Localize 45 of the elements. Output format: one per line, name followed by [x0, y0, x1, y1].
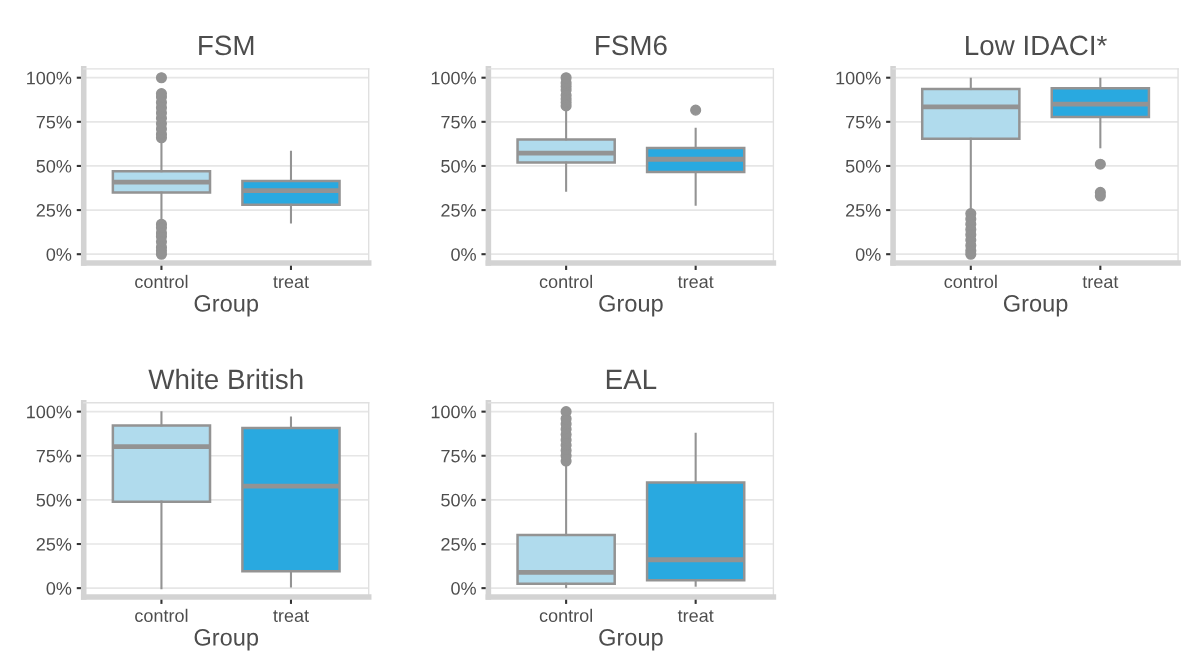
x-axis-title: Group [194, 295, 259, 317]
x-axis-title: Group [599, 629, 663, 651]
x-axis-title: Group [194, 629, 259, 651]
y-tick-label: 25% [846, 204, 881, 217]
x-axis-title: Group [599, 295, 663, 317]
y-tick-label: 100% [836, 71, 881, 85]
y-tick-label: 100% [431, 71, 476, 85]
chart-title: Low IDACI* [966, 35, 1107, 56]
x-tick-label: control [539, 608, 593, 623]
x-tick-label: control [539, 274, 593, 289]
chart-title: FSM6 [596, 35, 667, 56]
y-tick-label: 100% [431, 405, 476, 419]
chart-title: FSM [199, 35, 254, 56]
x-tick-label: treat [273, 276, 309, 289]
y-tick-label: 25% [36, 204, 72, 217]
y-tick-label: 0% [451, 248, 476, 261]
x-tick-label: treat [273, 610, 309, 623]
y-tick-label: 50% [441, 159, 476, 173]
x-axis-title: Group [1003, 295, 1068, 317]
y-tick-label: 0% [451, 582, 476, 595]
y-tick-label: 50% [36, 159, 72, 173]
y-tick-label: 0% [46, 582, 72, 595]
y-tick-label: 100% [27, 71, 72, 85]
y-tick-label: 75% [36, 449, 72, 463]
chart-title: White British [148, 368, 303, 390]
x-tick-label: control [944, 274, 997, 289]
y-tick-label: 75% [36, 115, 72, 129]
x-tick-label: treat [1082, 276, 1119, 289]
x-tick-label: control [135, 608, 188, 623]
y-tick-label: 50% [845, 159, 881, 173]
y-tick-label: 75% [441, 449, 476, 463]
y-tick-label: 75% [846, 115, 881, 129]
y-tick-label: 75% [441, 115, 476, 129]
y-tick-label: 50% [441, 493, 476, 507]
x-tick-label: treat [677, 610, 714, 623]
chart-title: EAL [606, 369, 657, 389]
x-tick-label: control [135, 274, 188, 289]
y-tick-label: 25% [36, 537, 72, 551]
y-tick-label: 25% [441, 204, 476, 217]
y-tick-label: 0% [46, 248, 72, 261]
y-tick-label: 25% [441, 537, 476, 551]
x-tick-label: treat [677, 276, 714, 289]
y-tick-label: 0% [855, 248, 881, 261]
y-tick-label: 50% [36, 493, 72, 507]
y-tick-label: 100% [27, 405, 72, 419]
